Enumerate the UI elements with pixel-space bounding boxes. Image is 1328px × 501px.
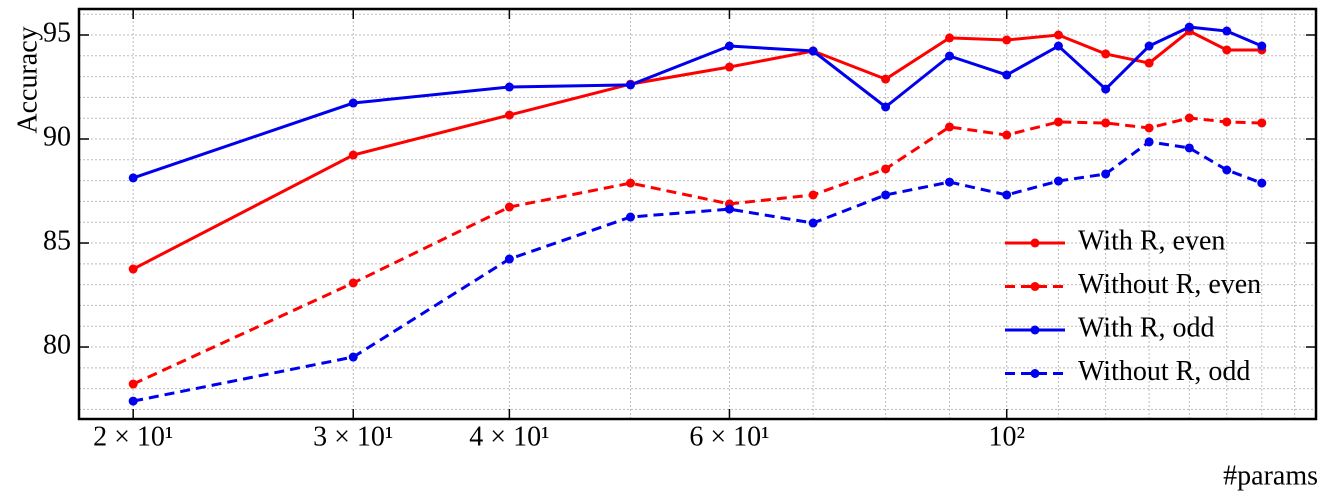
data-point <box>128 396 138 406</box>
legend-label: Without R, odd <box>1078 356 1250 387</box>
data-point <box>1053 30 1063 40</box>
data-point <box>348 150 358 160</box>
data-point <box>724 204 734 214</box>
data-point <box>1101 118 1111 128</box>
data-point <box>881 74 891 84</box>
data-point <box>1184 143 1194 153</box>
data-point <box>1053 117 1063 127</box>
legend-label: With R, even <box>1078 225 1225 256</box>
data-point <box>1144 137 1154 147</box>
data-point <box>1002 70 1012 80</box>
data-point <box>1257 118 1267 128</box>
data-point <box>1101 49 1111 59</box>
data-point <box>724 41 734 51</box>
data-point <box>1002 35 1012 45</box>
data-point <box>1053 176 1063 186</box>
data-point <box>504 110 514 120</box>
data-point <box>808 46 818 56</box>
data-point <box>1184 113 1194 123</box>
y-tick-label: 85 <box>43 225 71 256</box>
data-point <box>1144 123 1154 133</box>
data-point <box>945 122 955 132</box>
x-tick-label: 3 × 10¹ <box>313 421 393 452</box>
data-point <box>1222 45 1232 55</box>
legend-label: With R, odd <box>1078 312 1215 343</box>
data-point <box>128 264 138 274</box>
y-tick-label: 80 <box>43 329 71 360</box>
data-point <box>808 190 818 200</box>
x-axis-label: #params <box>1223 460 1318 491</box>
data-point <box>1144 41 1154 51</box>
y-tick-label: 95 <box>43 17 71 48</box>
data-point <box>626 212 636 222</box>
data-point <box>881 190 891 200</box>
x-tick-label: 6 × 10¹ <box>689 421 769 452</box>
y-axis-label: Accuracy <box>12 26 43 133</box>
data-point <box>348 98 358 108</box>
data-point <box>945 33 955 43</box>
data-point <box>1184 22 1194 32</box>
data-point <box>348 278 358 288</box>
data-point <box>1257 178 1267 188</box>
legend-marker <box>1030 282 1040 291</box>
data-point <box>881 164 891 174</box>
data-point <box>1053 41 1063 51</box>
y-tick-label: 90 <box>43 121 71 152</box>
x-tick-label: 4 × 10¹ <box>469 421 549 452</box>
plot-frame <box>77 7 1318 421</box>
data-point <box>945 177 955 187</box>
data-point <box>348 352 358 362</box>
data-point <box>1101 84 1111 94</box>
data-point <box>626 80 636 90</box>
data-point <box>626 178 636 188</box>
data-point <box>128 379 138 389</box>
data-point <box>1222 26 1232 36</box>
data-point <box>504 202 514 212</box>
data-point <box>1002 190 1012 200</box>
data-point <box>128 173 138 183</box>
legend-marker <box>1030 369 1040 378</box>
data-point <box>504 82 514 92</box>
data-point <box>1257 41 1267 51</box>
legend-marker <box>1030 238 1040 248</box>
data-point <box>1222 117 1232 127</box>
legend-label: Without R, even <box>1078 269 1261 300</box>
data-point <box>504 254 514 264</box>
data-point <box>1002 130 1012 140</box>
series-line <box>132 116 1262 386</box>
data-point <box>1222 165 1232 175</box>
legend-marker <box>1030 325 1040 335</box>
x-tick-label: 10² <box>989 421 1025 452</box>
data-point <box>724 62 734 72</box>
data-point <box>881 102 891 112</box>
data-point <box>1101 169 1111 179</box>
data-point <box>1144 58 1154 68</box>
data-point <box>808 218 818 228</box>
data-point <box>945 51 955 61</box>
x-tick-label: 2 × 10¹ <box>93 421 173 452</box>
